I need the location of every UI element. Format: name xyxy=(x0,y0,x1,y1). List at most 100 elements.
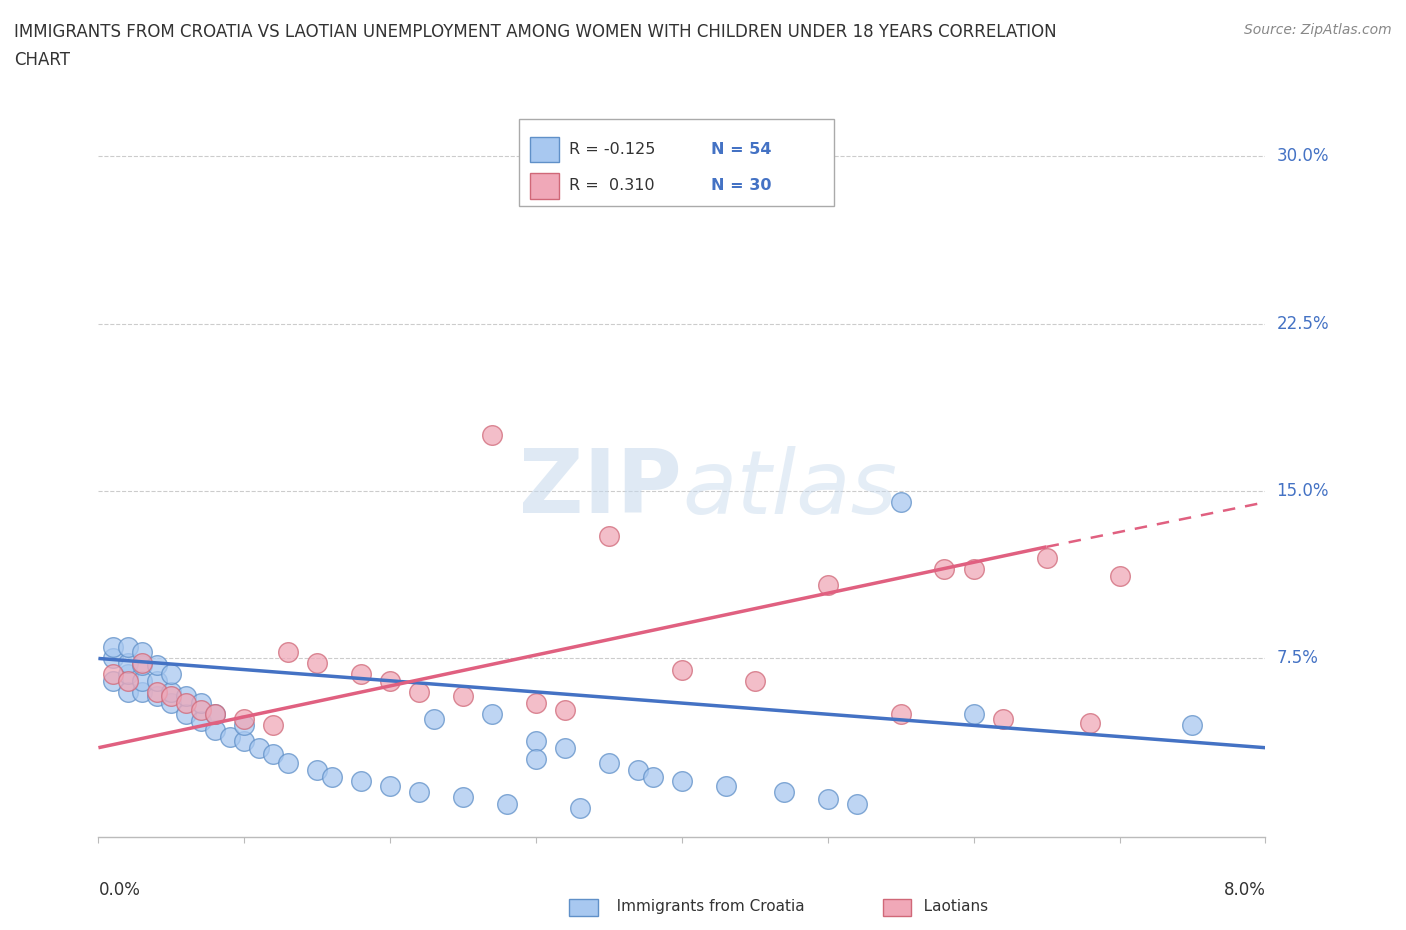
Text: Laotians: Laotians xyxy=(910,899,988,914)
Point xyxy=(131,673,153,688)
Point xyxy=(380,778,402,793)
Point xyxy=(131,658,153,672)
Point xyxy=(174,707,197,722)
Point xyxy=(524,696,547,711)
Point xyxy=(218,729,240,744)
Point xyxy=(321,769,343,784)
Text: atlas: atlas xyxy=(682,445,897,532)
FancyBboxPatch shape xyxy=(530,137,560,163)
Point xyxy=(627,763,650,777)
Point xyxy=(890,707,912,722)
Point xyxy=(101,640,124,655)
Point xyxy=(817,791,839,806)
Point xyxy=(451,689,474,704)
Point xyxy=(160,667,183,682)
Text: 7.5%: 7.5% xyxy=(1277,649,1319,668)
Point xyxy=(131,644,153,659)
Point xyxy=(1108,568,1130,583)
Point xyxy=(481,428,503,443)
Point xyxy=(890,495,912,510)
FancyBboxPatch shape xyxy=(519,119,834,206)
Point xyxy=(598,756,620,771)
Point xyxy=(408,684,430,699)
Text: CHART: CHART xyxy=(14,51,70,69)
Point xyxy=(247,740,270,755)
Point xyxy=(598,528,620,543)
Point xyxy=(174,689,197,704)
Point xyxy=(101,651,124,666)
Point xyxy=(554,740,576,755)
Point xyxy=(350,667,373,682)
Text: 30.0%: 30.0% xyxy=(1277,147,1329,166)
Point xyxy=(190,713,212,728)
Point xyxy=(817,578,839,592)
Text: 8.0%: 8.0% xyxy=(1223,881,1265,898)
Point xyxy=(117,667,139,682)
Point xyxy=(714,778,737,793)
Point xyxy=(671,774,693,789)
Point xyxy=(190,696,212,711)
Point xyxy=(117,684,139,699)
Text: 15.0%: 15.0% xyxy=(1277,482,1329,500)
Text: R = -0.125: R = -0.125 xyxy=(568,141,655,157)
Point xyxy=(117,640,139,655)
Text: 0.0%: 0.0% xyxy=(98,881,141,898)
Point xyxy=(233,734,256,749)
Point xyxy=(744,673,766,688)
Point xyxy=(380,673,402,688)
Text: N = 30: N = 30 xyxy=(711,178,772,193)
Point xyxy=(934,562,956,577)
Text: IMMIGRANTS FROM CROATIA VS LAOTIAN UNEMPLOYMENT AMONG WOMEN WITH CHILDREN UNDER : IMMIGRANTS FROM CROATIA VS LAOTIAN UNEMP… xyxy=(14,23,1057,41)
Point xyxy=(131,656,153,671)
Point xyxy=(146,658,169,672)
Point xyxy=(146,689,169,704)
Point xyxy=(1181,718,1204,733)
Point xyxy=(204,707,226,722)
Text: N = 54: N = 54 xyxy=(711,141,772,157)
Point xyxy=(233,718,256,733)
Point xyxy=(160,684,183,699)
Point xyxy=(262,718,284,733)
Point xyxy=(204,707,226,722)
Text: 22.5%: 22.5% xyxy=(1277,314,1329,333)
Text: R =  0.310: R = 0.310 xyxy=(568,178,654,193)
Point xyxy=(160,689,183,704)
Point xyxy=(277,756,299,771)
Point xyxy=(496,796,519,811)
Point xyxy=(451,790,474,804)
Point xyxy=(773,785,796,800)
Point xyxy=(481,707,503,722)
Point xyxy=(845,796,868,811)
FancyBboxPatch shape xyxy=(530,173,560,199)
Point xyxy=(962,562,984,577)
Point xyxy=(190,702,212,717)
Point xyxy=(117,656,139,671)
Point xyxy=(671,662,693,677)
Point xyxy=(524,734,547,749)
Point xyxy=(1035,551,1057,565)
Point xyxy=(307,656,329,671)
Point xyxy=(101,673,124,688)
Point xyxy=(262,747,284,762)
Point xyxy=(101,667,124,682)
Text: Immigrants from Croatia: Immigrants from Croatia xyxy=(602,899,804,914)
Point xyxy=(307,763,329,777)
Point xyxy=(554,702,576,717)
Point xyxy=(146,673,169,688)
Point xyxy=(524,751,547,766)
Point xyxy=(233,711,256,726)
Point xyxy=(350,774,373,789)
Point xyxy=(641,769,664,784)
Text: Source: ZipAtlas.com: Source: ZipAtlas.com xyxy=(1244,23,1392,37)
Point xyxy=(204,723,226,737)
Point xyxy=(277,644,299,659)
Point xyxy=(131,684,153,699)
Point xyxy=(1080,716,1102,731)
Point xyxy=(146,684,169,699)
Text: ZIP: ZIP xyxy=(519,445,682,532)
Point xyxy=(160,696,183,711)
Point xyxy=(408,785,430,800)
Point xyxy=(568,801,591,816)
Point xyxy=(174,696,197,711)
Point xyxy=(962,707,984,722)
